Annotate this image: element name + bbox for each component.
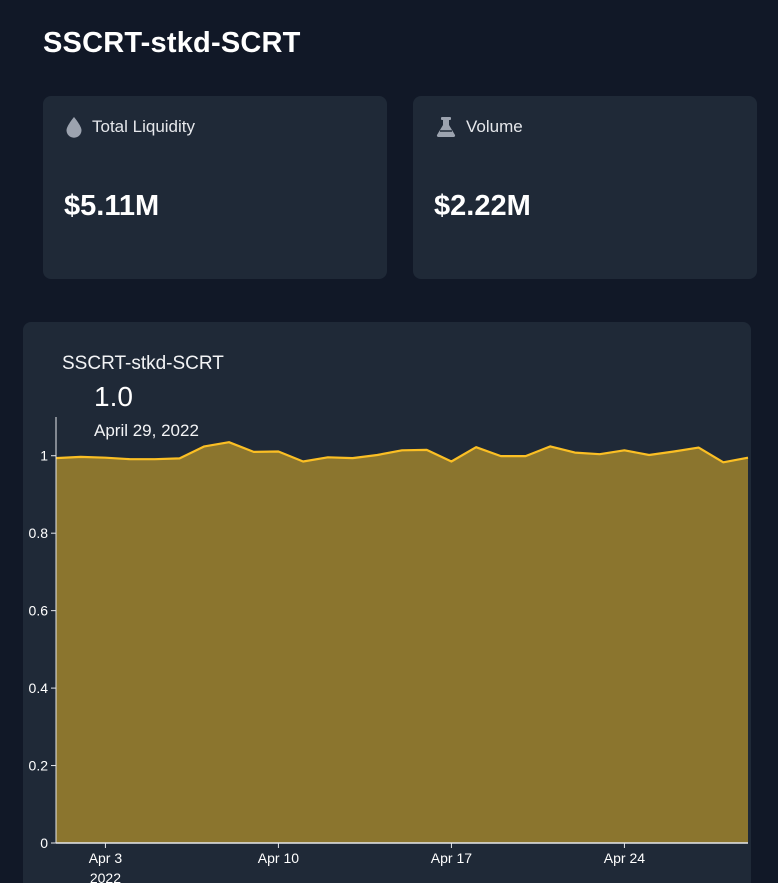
drop-icon <box>65 116 83 138</box>
total-liquidity-card: Total Liquidity $5.11M <box>43 96 387 279</box>
page-title: SSCRT-stkd-SCRT <box>43 27 301 59</box>
y-tick-label: 0.2 <box>29 758 49 774</box>
x-tick-label: Apr 17 <box>431 850 472 866</box>
total-liquidity-header: Total Liquidity <box>65 116 195 138</box>
y-tick-label: 0.4 <box>29 680 49 696</box>
chart-title: SSCRT-stkd-SCRT <box>62 353 224 374</box>
volume-value: $2.22M <box>434 190 531 222</box>
x-tick-label: Apr 3 <box>89 850 123 866</box>
volume-card: Volume $2.22M <box>413 96 757 279</box>
volume-header: Volume <box>435 116 523 138</box>
total-liquidity-value: $5.11M <box>64 190 160 222</box>
x-tick-label: Apr 24 <box>604 850 645 866</box>
y-tick-label: 1 <box>40 448 48 464</box>
total-liquidity-label: Total Liquidity <box>92 117 196 136</box>
x-tick-sublabel: 2022 <box>90 870 121 883</box>
series-area <box>56 442 748 843</box>
x-tick-label: Apr 10 <box>258 850 299 866</box>
price-chart[interactable]: 0 0.2 0.4 0.6 0.8 1 Apr 3 2022 Apr 10 Apr 17 Apr 2… <box>23 322 751 883</box>
chart-current-value: 1.0 <box>94 381 133 412</box>
chart-current-date: April 29, 2022 <box>94 421 199 440</box>
y-tick-label: 0 <box>40 835 48 851</box>
y-tick-label: 0.6 <box>29 603 49 619</box>
volume-label: Volume <box>466 117 523 136</box>
price-chart-card: SSCRT-stkd-SCRT 1.0 April 29, 2022 0 0.2 0… <box>23 322 751 883</box>
flask-icon <box>435 116 457 138</box>
y-tick-label: 0.8 <box>29 525 49 541</box>
series-line <box>55 441 749 464</box>
